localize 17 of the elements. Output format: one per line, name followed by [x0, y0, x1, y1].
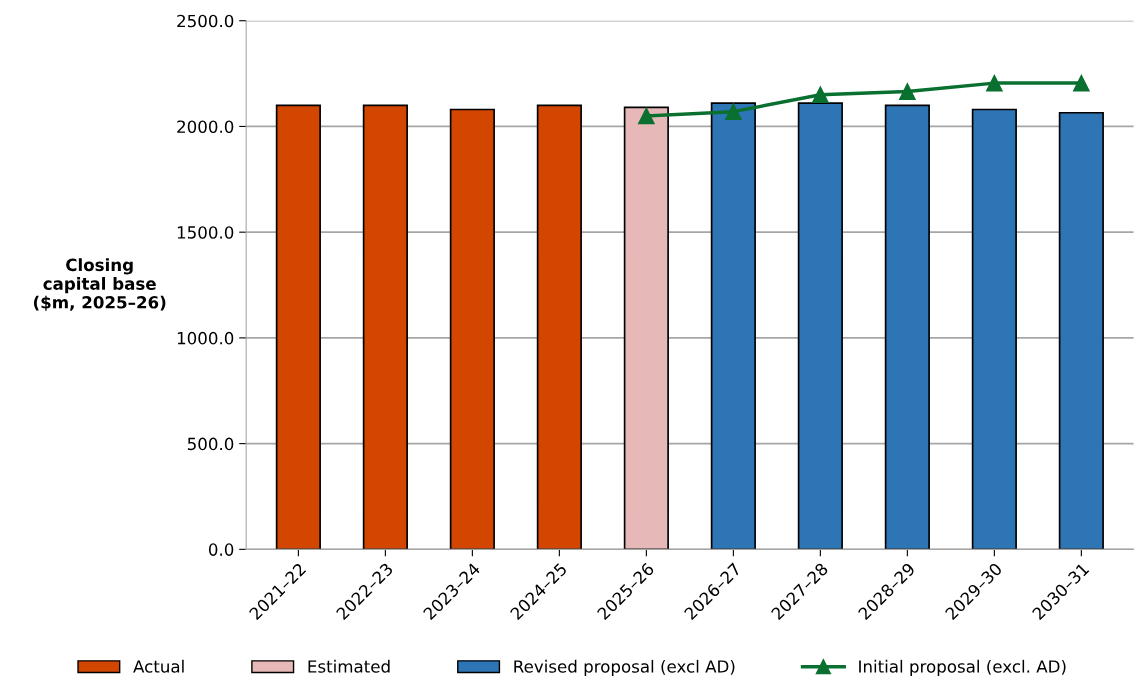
y-tick-label: 0.0 [208, 543, 234, 556]
legend-label: Estimated [308, 659, 390, 673]
point [1073, 74, 1090, 92]
legend-label: Initial proposal (excl. AD) [859, 659, 1066, 676]
point [986, 74, 1003, 92]
y-tick-label: 2500.0 [177, 14, 234, 28]
y-axis-title: Closing capital base ($m, 2025–26) [33, 258, 166, 311]
legend-label: Actual [133, 659, 184, 673]
point [899, 83, 916, 100]
y-tick-label: 1000.0 [177, 331, 234, 345]
point [812, 86, 829, 104]
point [725, 103, 742, 120]
point [638, 107, 655, 125]
y-tick-label: 1500.0 [177, 226, 234, 239]
legend-label: Revised proposal (excl AD) [514, 659, 735, 676]
y-tick-label: 2000.0 [177, 120, 234, 134]
y-tick-label: 500.0 [187, 437, 234, 451]
